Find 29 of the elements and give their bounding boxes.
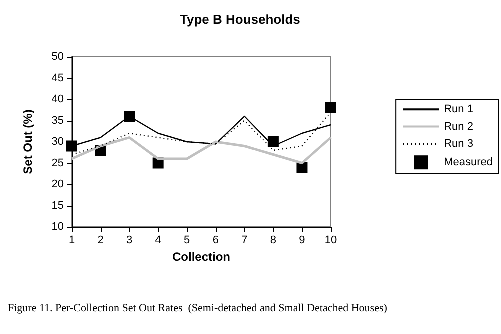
y-tick-label: 35 <box>52 114 64 127</box>
x-tick-label: 8 <box>270 234 277 246</box>
caption: Figure 11. Per-Collection Set Out Rates (Semi-detached and Small Detached Houses) <box>8 302 388 314</box>
legend-label: Run 1 <box>444 104 474 116</box>
y-tick-label: 45 <box>52 72 64 84</box>
legend-label: Run 3 <box>444 138 474 150</box>
x-tick-label: 6 <box>212 234 219 246</box>
y-tick-label: 40 <box>52 94 64 106</box>
y-tick-label: 20 <box>52 178 64 190</box>
x-tick-label: 3 <box>126 234 133 246</box>
x-tick-label: 2 <box>98 234 104 246</box>
x-tick-label: 10 <box>324 234 338 246</box>
y-tick-label: 50 <box>52 51 64 63</box>
x-tick-label: 1 <box>68 234 76 246</box>
chart-title: Type B Households <box>180 12 300 27</box>
y-tick-label: 10 <box>52 221 64 233</box>
x-axis-title: Collection <box>172 250 231 264</box>
point <box>326 102 336 114</box>
point <box>66 140 78 152</box>
y-tick-label: 15 <box>52 200 64 212</box>
x-tick-label: 4 <box>155 234 162 246</box>
legend-label: Measured <box>444 156 494 169</box>
y-axis-title: Set Out (%) <box>21 110 35 174</box>
x-tick-label: 7 <box>242 234 248 246</box>
x-tick-label: 9 <box>299 234 306 246</box>
x-tick-label: 5 <box>184 234 190 246</box>
y-tick-label: 25 <box>52 157 64 170</box>
y-tick-label: 30 <box>52 136 64 148</box>
legend-label: Run 2 <box>444 120 474 133</box>
